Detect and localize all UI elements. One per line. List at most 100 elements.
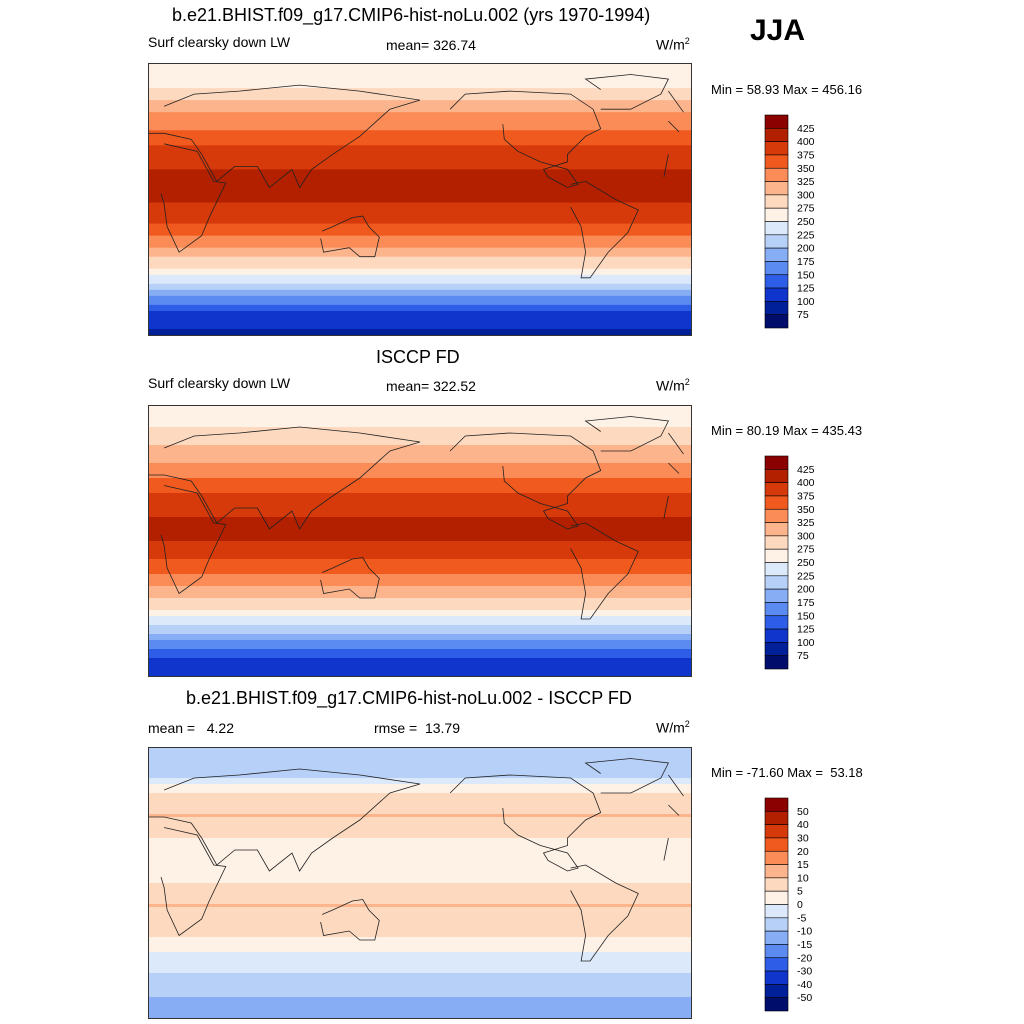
colorbar-tick-label: 225 bbox=[797, 570, 815, 582]
field-band bbox=[149, 466, 691, 470]
field-band bbox=[149, 262, 691, 267]
colorbar-tick-label: 425 bbox=[797, 123, 815, 135]
field-band bbox=[149, 799, 691, 803]
field-band bbox=[149, 754, 691, 758]
colorbar-box bbox=[764, 508, 789, 523]
field-band bbox=[149, 115, 691, 119]
field-band bbox=[149, 838, 691, 842]
field-band bbox=[149, 73, 691, 77]
field-band bbox=[149, 493, 691, 497]
colorbar-tick-label: 10 bbox=[797, 872, 809, 884]
field-band bbox=[149, 415, 691, 419]
field-band bbox=[149, 193, 691, 198]
field-band bbox=[149, 658, 691, 662]
field-band bbox=[149, 121, 691, 125]
field-band bbox=[149, 961, 691, 965]
field-band bbox=[149, 496, 691, 500]
field-band bbox=[149, 97, 691, 101]
colorbar-box bbox=[764, 221, 789, 236]
panel-1-map bbox=[148, 63, 692, 336]
colorbar-box bbox=[764, 234, 789, 249]
field-band bbox=[149, 934, 691, 938]
field-band bbox=[149, 607, 691, 611]
colorbar-box bbox=[764, 877, 789, 892]
panel-3-colorbar: 50 40 30 20 15 10 5 0 -5 -10 -15 -20 -30 -40 -50 bbox=[764, 797, 825, 1013]
colorbar-tick-label: 150 bbox=[797, 269, 815, 281]
field-band bbox=[149, 844, 691, 848]
field-band bbox=[149, 220, 691, 225]
field-band bbox=[149, 451, 691, 455]
field-band bbox=[149, 118, 691, 122]
panel-3-mean-label: mean = 4.22 bbox=[148, 720, 235, 736]
field-band bbox=[149, 655, 691, 659]
field-band bbox=[149, 616, 691, 620]
colorbar-tick-label: 350 bbox=[797, 504, 815, 516]
field-band bbox=[149, 124, 691, 128]
colorbar-box bbox=[764, 167, 789, 182]
colorbar-tick-label: 325 bbox=[797, 176, 815, 188]
field-band bbox=[149, 973, 691, 977]
field-band bbox=[149, 532, 691, 536]
colorbar-tick-label: 325 bbox=[797, 517, 815, 529]
colorbar-tick-label: 300 bbox=[797, 189, 815, 201]
field-band bbox=[149, 94, 691, 98]
field-band bbox=[149, 763, 691, 767]
field-band bbox=[149, 649, 691, 653]
field-band bbox=[149, 661, 691, 665]
field-band bbox=[149, 859, 691, 863]
field-band bbox=[149, 133, 691, 137]
colorbar-box bbox=[764, 247, 789, 262]
field-band bbox=[149, 250, 691, 255]
colorbar-tick-label: 100 bbox=[797, 637, 815, 649]
field-band bbox=[149, 637, 691, 641]
field-band bbox=[149, 778, 691, 782]
field-band bbox=[149, 109, 691, 113]
panel-1-title: b.e21.BHIST.f09_g17.CMIP6-hist-noLu.002 … bbox=[172, 5, 651, 25]
colorbar-tick-label: 175 bbox=[797, 256, 815, 268]
colorbar-box bbox=[764, 548, 789, 563]
field-band bbox=[149, 106, 691, 110]
colorbar-box bbox=[764, 930, 789, 945]
panel-1-minmax: Min = 58.93 Max = 456.16 bbox=[711, 82, 863, 97]
field-band bbox=[149, 208, 691, 213]
field-band bbox=[149, 625, 691, 629]
field-band bbox=[149, 145, 691, 149]
field-band bbox=[149, 916, 691, 920]
field-band bbox=[149, 940, 691, 944]
field-band bbox=[149, 652, 691, 656]
field-band bbox=[149, 571, 691, 575]
field-band bbox=[149, 481, 691, 485]
field-band bbox=[149, 805, 691, 809]
field-band bbox=[149, 232, 691, 237]
field-band bbox=[149, 751, 691, 755]
coastline bbox=[570, 180, 639, 279]
panel-3-map bbox=[148, 747, 692, 1019]
field-band bbox=[149, 514, 691, 518]
coastline bbox=[449, 432, 602, 530]
colorbar-box bbox=[764, 301, 789, 315]
panel-2-mean-label: mean= 322.52 bbox=[386, 378, 476, 394]
field-band bbox=[149, 535, 691, 539]
field-band bbox=[149, 475, 691, 479]
colorbar-tick-label: 275 bbox=[797, 544, 815, 556]
field-band bbox=[149, 592, 691, 596]
field-band bbox=[149, 136, 691, 140]
colorbar-box bbox=[764, 181, 789, 196]
panel-3-rmse-label: rmse = 13.79 bbox=[374, 720, 460, 736]
field-band bbox=[149, 100, 691, 104]
field-band bbox=[149, 277, 691, 282]
colorbar-box bbox=[764, 522, 789, 537]
field-band bbox=[149, 856, 691, 860]
field-band bbox=[149, 529, 691, 533]
colorbar-tick-label: -40 bbox=[797, 979, 812, 991]
field-band bbox=[149, 628, 691, 632]
field-band bbox=[149, 88, 691, 92]
field-band bbox=[149, 271, 691, 276]
field-band bbox=[149, 454, 691, 458]
colorbar-tick-label: 350 bbox=[797, 163, 815, 175]
field-band bbox=[149, 811, 691, 815]
field-band bbox=[149, 103, 691, 107]
field-band bbox=[149, 439, 691, 443]
field-band bbox=[149, 319, 691, 324]
colorbar-box bbox=[764, 904, 789, 919]
